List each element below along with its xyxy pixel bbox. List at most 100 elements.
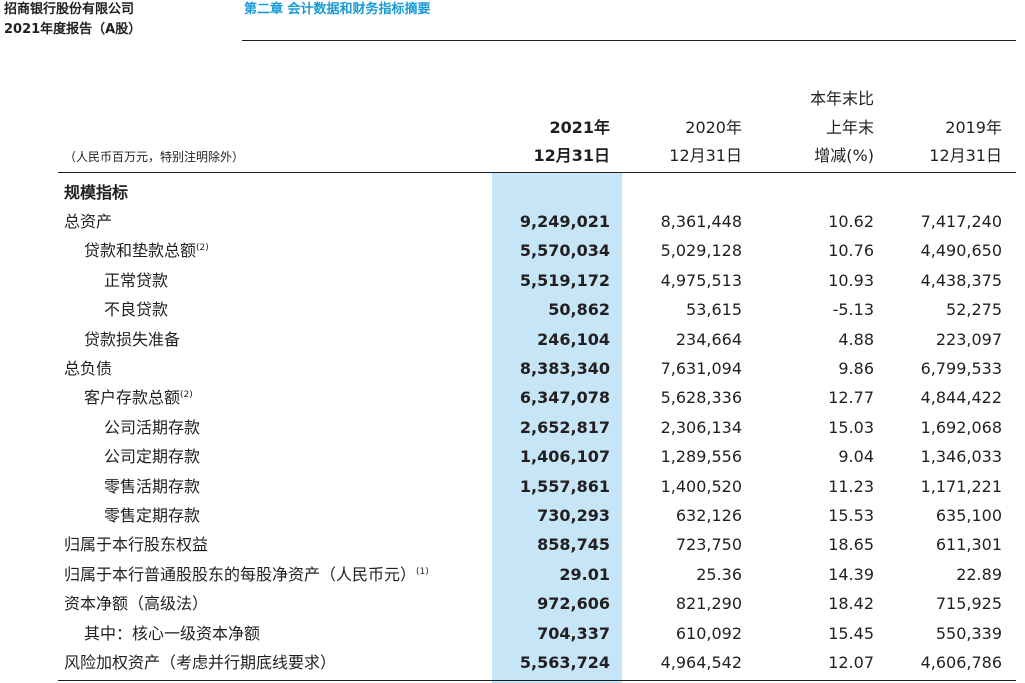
report-title: 2021年度报告（A股）: [4, 22, 142, 37]
row-label-text: 资本净额（高级法）: [64, 594, 209, 614]
table-row: 归属于本行普通股股东的每股净资产（人民币元）(1) 29.01 25.36 14.39…: [0, 560, 1025, 589]
cell-value: 1,171,221: [920, 476, 1002, 496]
unit-note: （人民币百万元，特别注明除外）: [64, 150, 245, 164]
table-row: 零售活期存款 1,557,861 1,400,520 11.23 1,171,221: [0, 472, 1025, 501]
cell-value: 6,799,533: [920, 359, 1002, 378]
cell-value: 12.07: [828, 653, 874, 672]
cell-value: 6,347,078: [519, 388, 610, 408]
cell-value: 7,631,094: [660, 359, 742, 378]
row-label-text: 总资产: [64, 212, 113, 231]
row-label-text: 公司活期存款: [104, 417, 201, 437]
cell-value: 635,100: [935, 506, 1002, 525]
footnote-marker: (2): [196, 243, 209, 254]
company-name: 招商银行股份有限公司: [4, 2, 135, 17]
cell-value: 10.76: [828, 241, 874, 261]
table-row: 贷款和垫款总额(2) 5,570,034 5,029,128 10.76 4,490,6…: [0, 236, 1025, 265]
cell-value: 8,383,340: [519, 359, 610, 378]
cell-value: 50,862: [548, 300, 610, 320]
cell-value: 10.93: [828, 270, 874, 290]
cell-value: 2,652,817: [519, 417, 610, 437]
cell-value: 972,606: [537, 594, 610, 614]
table-row: 总负债 8,383,340 7,631,094 9.86 6,799,533: [0, 354, 1025, 383]
row-label-text: 风险加权资产（考虑并行期底线要求）: [64, 653, 337, 672]
cell-value: 18.65: [828, 535, 874, 555]
cell-value: 4,964,542: [660, 653, 742, 672]
table-row: 正常贷款 5,519,172 4,975,513 10.93 4,438,375: [0, 266, 1025, 295]
cell-value: 7,417,240: [920, 212, 1002, 231]
cell-value: 53,615: [686, 300, 742, 320]
cell-value: 29.01: [559, 564, 610, 584]
row-label: 贷款损失准备: [84, 325, 180, 354]
cell-value: 723,750: [675, 535, 742, 555]
row-label: 总负债: [64, 354, 112, 383]
cell-value: 730,293: [537, 506, 610, 525]
row-label: 资本净额（高级法）: [64, 589, 208, 618]
row-label-text: 贷款损失准备: [84, 329, 181, 349]
cell-value: 821,290: [675, 594, 742, 614]
cell-value: 4,844,422: [920, 388, 1002, 408]
cell-value: 5,519,172: [519, 270, 610, 290]
cell-value: 234,664: [675, 329, 742, 349]
cell-value: 715,925: [935, 594, 1002, 614]
row-label: 零售活期存款: [104, 472, 200, 501]
cell-value: 11.23: [828, 476, 874, 496]
cell-value: 9,249,021: [519, 212, 610, 231]
cell-value: 4,490,650: [920, 241, 1002, 261]
row-label-text: 零售活期存款: [104, 476, 201, 496]
cell-value: 5,029,128: [660, 241, 742, 261]
cell-value: 1,346,033: [920, 447, 1002, 467]
cell-value: 1,557,861: [519, 476, 610, 496]
col-2021-year: 2021年: [549, 118, 610, 137]
cell-value: 4,975,513: [660, 270, 742, 290]
cell-value: 1,692,068: [920, 417, 1002, 437]
cell-value: 4.88: [838, 329, 874, 349]
cell-value: 22.89: [956, 564, 1002, 584]
table-row: 公司活期存款 2,652,817 2,306,134 15.03 1,692,068: [0, 413, 1025, 442]
cell-value: 223,097: [935, 329, 1002, 349]
row-label-text: 归属于本行普通股股东的每股净资产（人民币元）: [64, 564, 417, 584]
row-label-text: 不良贷款: [104, 300, 169, 320]
cell-value: -5.13: [832, 300, 874, 320]
col-2019-date: 12月31日: [929, 146, 1002, 165]
row-label-text: 其中：核心一级资本净额: [84, 623, 261, 643]
row-label-text: 正常贷款: [104, 270, 169, 290]
row-label: 总资产: [64, 207, 112, 236]
col-2021-date: 12月31日: [533, 146, 610, 165]
cell-value: 632,126: [675, 506, 742, 525]
highlight-column-2021: [492, 172, 622, 683]
cell-value: 704,337: [537, 623, 610, 643]
footnote-marker: (1): [416, 566, 429, 577]
cell-value: 550,339: [935, 623, 1002, 643]
row-label-text: 公司定期存款: [104, 447, 201, 467]
chapter-title: 第二章 会计数据和财务指标摘要: [244, 2, 431, 17]
row-label: 贷款和垫款总额(2): [84, 236, 209, 265]
table-row: 公司定期存款 1,406,107 1,289,556 9.04 1,346,033: [0, 442, 1025, 471]
cell-value: 1,400,520: [660, 476, 742, 496]
row-label: 风险加权资产（考虑并行期底线要求）: [64, 648, 336, 677]
table-row: 不良贷款 50,862 53,615 -5.13 52,275: [0, 295, 1025, 324]
col-change-line1: 本年末比: [809, 89, 874, 108]
col-2020-year: 2020年: [685, 118, 742, 137]
col-change-line2: 上年末: [825, 118, 874, 137]
cell-value: 10.62: [828, 212, 874, 231]
row-label: 其中：核心一级资本净额: [84, 619, 260, 648]
row-label: 公司活期存款: [104, 413, 200, 442]
row-label-text: 归属于本行股东权益: [64, 535, 209, 555]
cell-value: 5,570,034: [519, 241, 610, 261]
footnote-marker: (2): [180, 390, 193, 401]
cell-value: 18.42: [828, 594, 874, 614]
cell-value: 8,361,448: [660, 212, 742, 231]
section-title-row: 规模指标: [0, 178, 1025, 207]
cell-value: 1,406,107: [519, 447, 610, 467]
table-row: 总资产 9,249,021 8,361,448 10.62 7,417,240: [0, 207, 1025, 236]
table-row: 其中：核心一级资本净额 704,337 610,092 15.45 550,339: [0, 619, 1025, 648]
row-label: 不良贷款: [104, 295, 168, 324]
cell-value: 15.45: [828, 623, 874, 643]
table-row: 风险加权资产（考虑并行期底线要求） 5,563,724 4,964,542 12.07…: [0, 648, 1025, 677]
section-title: 规模指标: [64, 183, 129, 202]
cell-value: 2,306,134: [660, 417, 742, 437]
header-divider: [242, 40, 1016, 41]
table-bottom-rule: [58, 680, 1016, 681]
row-label-text: 零售定期存款: [104, 506, 201, 525]
cell-value: 12.77: [828, 388, 874, 408]
